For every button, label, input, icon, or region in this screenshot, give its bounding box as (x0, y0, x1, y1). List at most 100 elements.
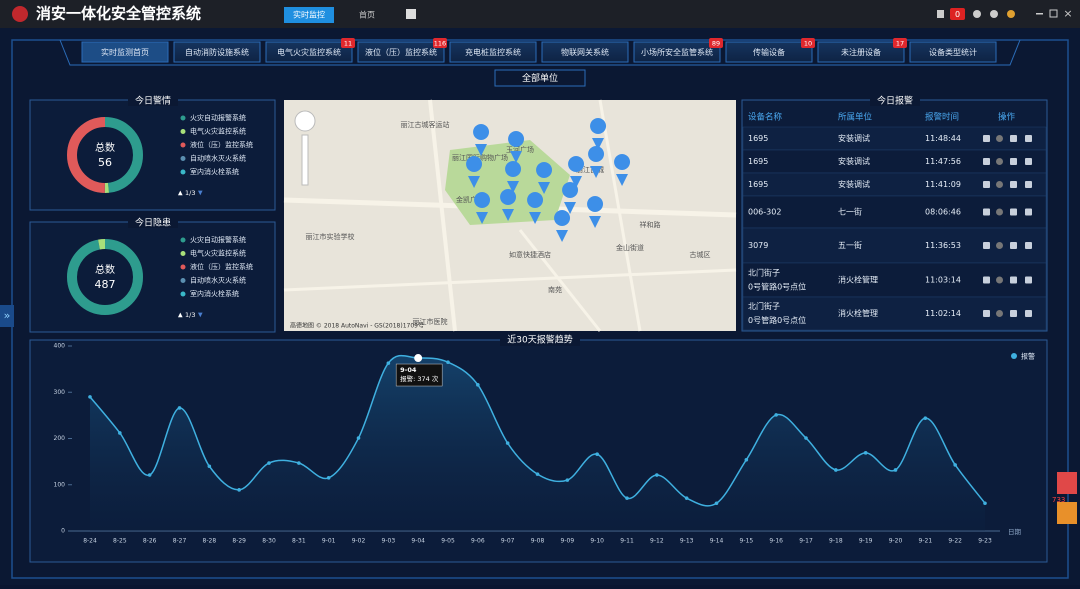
trend-point[interactable] (505, 441, 510, 445)
view-icon[interactable] (996, 276, 1003, 284)
trend-point[interactable] (714, 501, 719, 506)
trend-point[interactable] (118, 431, 122, 435)
grid-icon[interactable] (1010, 181, 1017, 188)
grid-icon[interactable] (1010, 276, 1017, 284)
trend-point[interactable] (923, 416, 928, 420)
map-pin[interactable] (568, 156, 585, 188)
settings-icon[interactable] (990, 10, 998, 18)
tab-label[interactable]: 传输设备 (753, 47, 785, 57)
view-icon[interactable] (996, 208, 1003, 216)
trend-point[interactable] (207, 464, 212, 469)
map-pin[interactable] (562, 182, 579, 214)
tab[interactable] (725, 41, 813, 63)
tab-label[interactable]: 设备类型统计 (929, 47, 977, 57)
map-zoom-bar[interactable] (301, 134, 309, 186)
map-pin[interactable] (587, 196, 604, 228)
trend-point[interactable] (297, 461, 301, 465)
tab[interactable] (173, 41, 261, 63)
tab-label[interactable]: 小场所安全监管系统 (641, 47, 713, 57)
map-zoom[interactable] (294, 110, 316, 132)
trend-point[interactable] (326, 476, 331, 480)
trend-point[interactable] (267, 461, 271, 465)
nav-button-label[interactable]: 实时监控 (293, 10, 325, 20)
grid-icon[interactable] (1010, 310, 1017, 317)
edit-icon[interactable] (983, 242, 990, 249)
minimize-button[interactable] (1036, 13, 1043, 15)
grid-icon[interactable] (1010, 158, 1017, 165)
add-icon[interactable] (406, 9, 416, 19)
video-icon[interactable] (1025, 276, 1032, 284)
tab[interactable] (817, 41, 905, 63)
trend-point[interactable] (804, 436, 808, 440)
trend-point[interactable] (983, 501, 987, 506)
view-icon[interactable] (996, 135, 1003, 142)
trend-point[interactable] (625, 496, 629, 500)
tab[interactable] (909, 41, 997, 63)
sound-icon[interactable] (937, 10, 944, 18)
user-icon[interactable] (973, 10, 981, 18)
warning-float-button[interactable] (1057, 502, 1077, 524)
side-toggle-icon[interactable]: » (4, 309, 11, 322)
map-pin[interactable] (508, 131, 525, 163)
pager-down[interactable]: ▼ (198, 312, 203, 319)
video-icon[interactable] (1025, 208, 1032, 216)
table-row[interactable] (742, 296, 1047, 331)
trend-point[interactable] (655, 473, 659, 477)
map-pin[interactable] (474, 192, 491, 224)
edit-icon[interactable] (983, 310, 990, 317)
tab[interactable] (541, 41, 629, 63)
map-pin[interactable] (554, 210, 571, 242)
tab-label[interactable]: 自动消防设施系统 (185, 47, 249, 57)
trend-point[interactable] (356, 436, 361, 440)
side-toggle[interactable] (0, 305, 14, 327)
trend-point[interactable] (414, 354, 423, 363)
edit-icon[interactable] (983, 135, 990, 142)
trend-point[interactable] (744, 457, 749, 462)
trend-point[interactable] (834, 468, 838, 472)
tab-label[interactable]: 实时监测首页 (101, 47, 149, 57)
video-icon[interactable] (1025, 310, 1032, 317)
trend-point[interactable] (684, 496, 689, 500)
edit-icon[interactable] (983, 276, 990, 284)
gauge-icon[interactable] (1007, 10, 1015, 18)
tab-label[interactable]: 充电桩监控系统 (465, 47, 521, 57)
message-count[interactable]: 0 (955, 10, 960, 19)
message-badge[interactable] (950, 8, 965, 20)
nav-button[interactable] (284, 7, 334, 23)
video-icon[interactable] (1025, 158, 1032, 165)
edit-icon[interactable] (983, 181, 990, 188)
pager-up[interactable]: ▲ (178, 312, 183, 319)
trend-point[interactable] (237, 488, 241, 492)
pager-up[interactable]: ▲ (178, 190, 183, 197)
trend-point[interactable] (446, 360, 450, 364)
map-pin[interactable] (588, 146, 605, 178)
pager-down[interactable]: ▼ (198, 190, 203, 197)
tab[interactable] (633, 41, 721, 63)
trend-point[interactable] (535, 472, 540, 476)
view-icon[interactable] (996, 181, 1003, 188)
maximize-button[interactable] (1049, 9, 1058, 18)
trend-point[interactable] (386, 361, 391, 365)
trend-point[interactable] (88, 395, 92, 399)
tab-label[interactable]: 电气火灾监控系统 (277, 47, 341, 57)
trend-point[interactable] (774, 413, 778, 417)
trend-point[interactable] (565, 478, 570, 482)
tab[interactable] (449, 41, 537, 63)
map-pin[interactable] (505, 161, 522, 193)
table-row[interactable] (742, 262, 1047, 298)
alarm-float-button[interactable] (1057, 472, 1077, 494)
grid-icon[interactable] (1010, 242, 1017, 249)
view-icon[interactable] (996, 158, 1003, 165)
tab-label[interactable]: 物联网关系统 (561, 47, 609, 57)
trend-point[interactable] (476, 383, 480, 387)
map-pin[interactable] (500, 189, 517, 221)
table-row[interactable] (742, 227, 1047, 264)
table-row[interactable] (742, 195, 1047, 229)
video-icon[interactable] (1025, 181, 1032, 188)
edit-icon[interactable] (983, 208, 990, 216)
map-pin[interactable] (536, 162, 553, 194)
close-button[interactable]: × (1063, 7, 1072, 20)
trend-point[interactable] (893, 468, 898, 472)
view-icon[interactable] (996, 242, 1003, 249)
trend-point[interactable] (953, 463, 957, 467)
